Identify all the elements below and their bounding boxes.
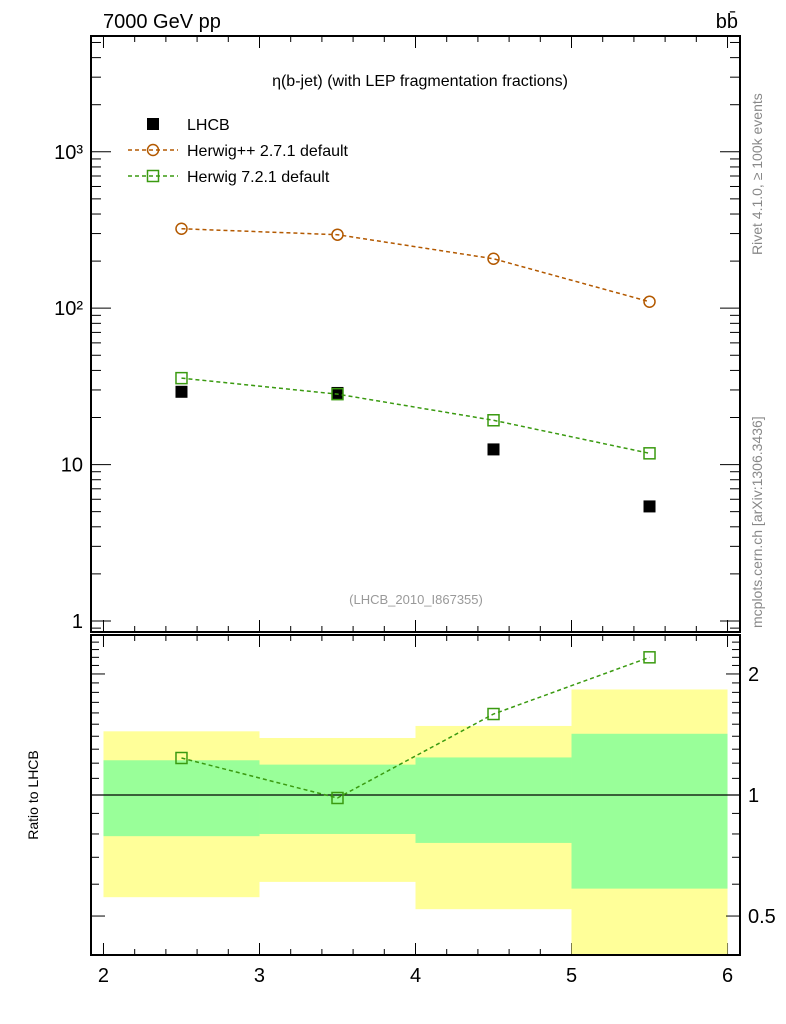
legend-marker xyxy=(146,143,160,157)
series-line xyxy=(181,228,650,303)
data-point xyxy=(175,222,188,236)
legend-label: LHCB xyxy=(187,117,230,134)
series-line xyxy=(181,377,650,455)
x-tick-label: 3 xyxy=(254,965,265,987)
header-left: 7000 GeV pp xyxy=(103,11,221,33)
analysis-label: (LHCB_2010_I867355) xyxy=(349,592,483,607)
ratio-y-tick-label: 2 xyxy=(748,664,759,686)
rivet-label: Rivet 4.1.0, ≥ 100k events xyxy=(749,93,765,255)
x-tick-label: 2 xyxy=(98,965,109,987)
stat-uncertainty-band xyxy=(571,733,728,889)
y-tick-label: 10 xyxy=(61,455,83,477)
legend-label: Herwig 7.2.1 default xyxy=(187,169,330,186)
data-point xyxy=(487,414,500,427)
legend-marker xyxy=(146,169,160,183)
stat-uncertainty-band xyxy=(259,764,416,834)
ratio-point xyxy=(331,791,344,805)
ratio-ylabel: Ratio to LHCB xyxy=(25,750,41,839)
ratio-point xyxy=(643,651,656,664)
data-point xyxy=(643,500,656,513)
data-point xyxy=(487,252,500,266)
ratio-series-line xyxy=(181,656,650,799)
data-point xyxy=(175,385,188,398)
legend-marker xyxy=(147,118,159,130)
y-tick-label: 1 xyxy=(72,611,83,633)
legend-label: Herwig++ 2.7.1 default xyxy=(187,143,349,160)
data-point xyxy=(175,371,188,385)
stat-uncertainty-band xyxy=(415,757,572,843)
data-point xyxy=(331,228,344,241)
ratio-point xyxy=(175,751,188,765)
chart-title: η(b-jet) (with LEP fragmentation fractio… xyxy=(272,73,568,90)
data-point xyxy=(331,386,344,399)
x-tick-label: 6 xyxy=(722,965,733,987)
mcplots-label: mcplots.cern.ch [arXiv:1306.3436] xyxy=(749,416,765,628)
x-tick-label: 5 xyxy=(566,965,577,987)
y-tick-label: 10² xyxy=(54,298,83,320)
ratio-y-tick-label: 1 xyxy=(748,785,759,807)
y-tick-label: 10³ xyxy=(54,142,83,164)
stat-uncertainty-band xyxy=(103,760,260,837)
data-point xyxy=(331,387,344,401)
ratio-y-tick-label: 0.5 xyxy=(748,906,776,928)
x-tick-label: 4 xyxy=(410,965,421,987)
data-point xyxy=(487,443,500,456)
data-point xyxy=(643,295,656,308)
header-right: bb̄ xyxy=(716,10,738,33)
data-point xyxy=(643,447,656,460)
ratio-point xyxy=(487,707,500,721)
